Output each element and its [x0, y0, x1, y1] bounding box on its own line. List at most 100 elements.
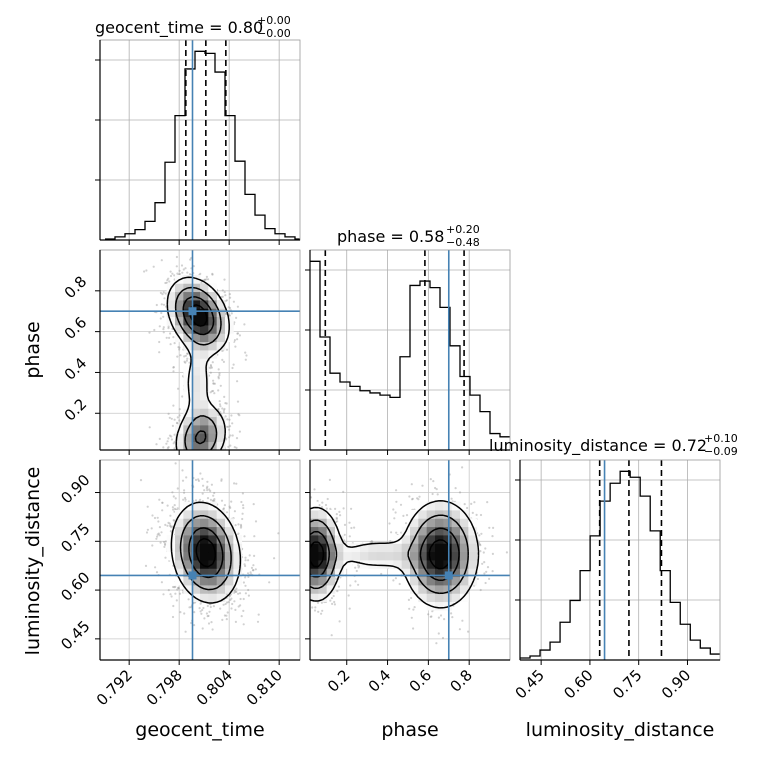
sample-point	[235, 587, 238, 590]
sample-point	[158, 325, 161, 328]
sample-point	[478, 543, 481, 546]
sample-point	[231, 434, 234, 437]
sample-point	[169, 332, 172, 335]
density-cell	[183, 535, 193, 544]
density-cell	[451, 568, 461, 578]
sample-point	[186, 352, 189, 355]
sample-point	[163, 540, 166, 544]
sample-point	[242, 597, 245, 601]
density-cell	[191, 350, 201, 359]
sample-point	[173, 586, 176, 589]
density-cell	[208, 433, 218, 443]
sample-point	[235, 437, 239, 440]
sample-point	[158, 351, 161, 354]
sample-point	[412, 627, 415, 630]
sample-point	[160, 581, 163, 584]
density-cell	[191, 501, 201, 511]
sample-point	[436, 493, 439, 496]
density-cell	[166, 300, 176, 309]
sample-point	[314, 606, 317, 609]
sample-point	[217, 389, 220, 392]
sample-point	[234, 620, 237, 624]
density-cell	[360, 551, 369, 561]
sample-point	[354, 580, 357, 583]
sample-point	[168, 280, 171, 283]
sample-point	[231, 366, 234, 370]
sample-point	[237, 523, 240, 526]
density-cell	[183, 441, 193, 450]
sample-point	[206, 485, 209, 488]
density-cell	[191, 408, 201, 418]
sample-point	[238, 430, 241, 433]
sample-point	[232, 300, 235, 303]
sample-point	[437, 616, 440, 619]
sample-point	[349, 584, 352, 587]
density-cell	[191, 551, 201, 561]
sample-point	[355, 569, 358, 573]
sample-point	[200, 612, 203, 615]
sample-point	[155, 537, 158, 540]
density-cell	[183, 275, 193, 284]
sample-point	[194, 499, 198, 502]
sample-point	[458, 628, 461, 631]
sample-point	[145, 531, 149, 534]
density-cell	[191, 585, 201, 594]
density-cell	[175, 543, 184, 553]
density-cell	[410, 551, 419, 561]
density-cell	[233, 551, 243, 561]
density-cell	[393, 551, 403, 561]
density-cell	[191, 416, 201, 426]
density-cell	[426, 526, 436, 536]
sample-point	[182, 268, 185, 271]
density-cell	[191, 441, 201, 450]
sample-point	[177, 387, 180, 390]
density-cell	[335, 560, 344, 569]
sample-point	[206, 497, 210, 500]
sample-point	[221, 407, 224, 410]
sample-point	[240, 615, 243, 618]
sample-point	[411, 497, 414, 500]
density-cell	[175, 433, 184, 443]
sample-point	[173, 274, 176, 277]
sample-point	[430, 615, 433, 618]
sample-point	[178, 592, 182, 595]
xlabel-phase: phase	[381, 719, 438, 741]
density-cell	[385, 543, 394, 553]
density-cell	[310, 551, 319, 561]
sample-point	[197, 478, 200, 481]
sample-point	[203, 489, 206, 492]
sample-point	[311, 606, 314, 609]
sample-point	[202, 606, 205, 610]
sample-point	[220, 479, 223, 482]
hist-panel-luminosity_distance	[515, 459, 721, 665]
sample-point	[222, 508, 225, 511]
sample-point	[220, 499, 224, 502]
density-cell	[443, 585, 453, 594]
density-cell	[166, 308, 176, 318]
density-cell	[200, 568, 209, 578]
sample-point	[169, 593, 172, 596]
sample-point	[193, 624, 196, 627]
density-cell	[335, 526, 344, 536]
sample-point	[162, 328, 165, 331]
density-cell	[418, 518, 428, 528]
sample-point	[416, 497, 419, 500]
density-cell	[326, 551, 336, 561]
sample-point	[162, 303, 166, 306]
sample-point	[221, 358, 224, 361]
sample-point	[230, 312, 233, 315]
sample-point	[451, 616, 454, 619]
sample-point	[253, 535, 256, 538]
sample-point	[168, 336, 171, 339]
density-cell	[191, 333, 201, 343]
sample-point	[337, 585, 340, 588]
density-cell	[208, 291, 218, 301]
sample-point	[350, 507, 353, 510]
sample-point	[172, 404, 175, 407]
sample-point	[164, 292, 167, 295]
x-tick-label: 0.810	[243, 666, 286, 709]
sample-point	[222, 507, 225, 510]
sample-point	[172, 585, 175, 589]
sample-point	[181, 479, 185, 482]
density-cell	[368, 543, 378, 553]
